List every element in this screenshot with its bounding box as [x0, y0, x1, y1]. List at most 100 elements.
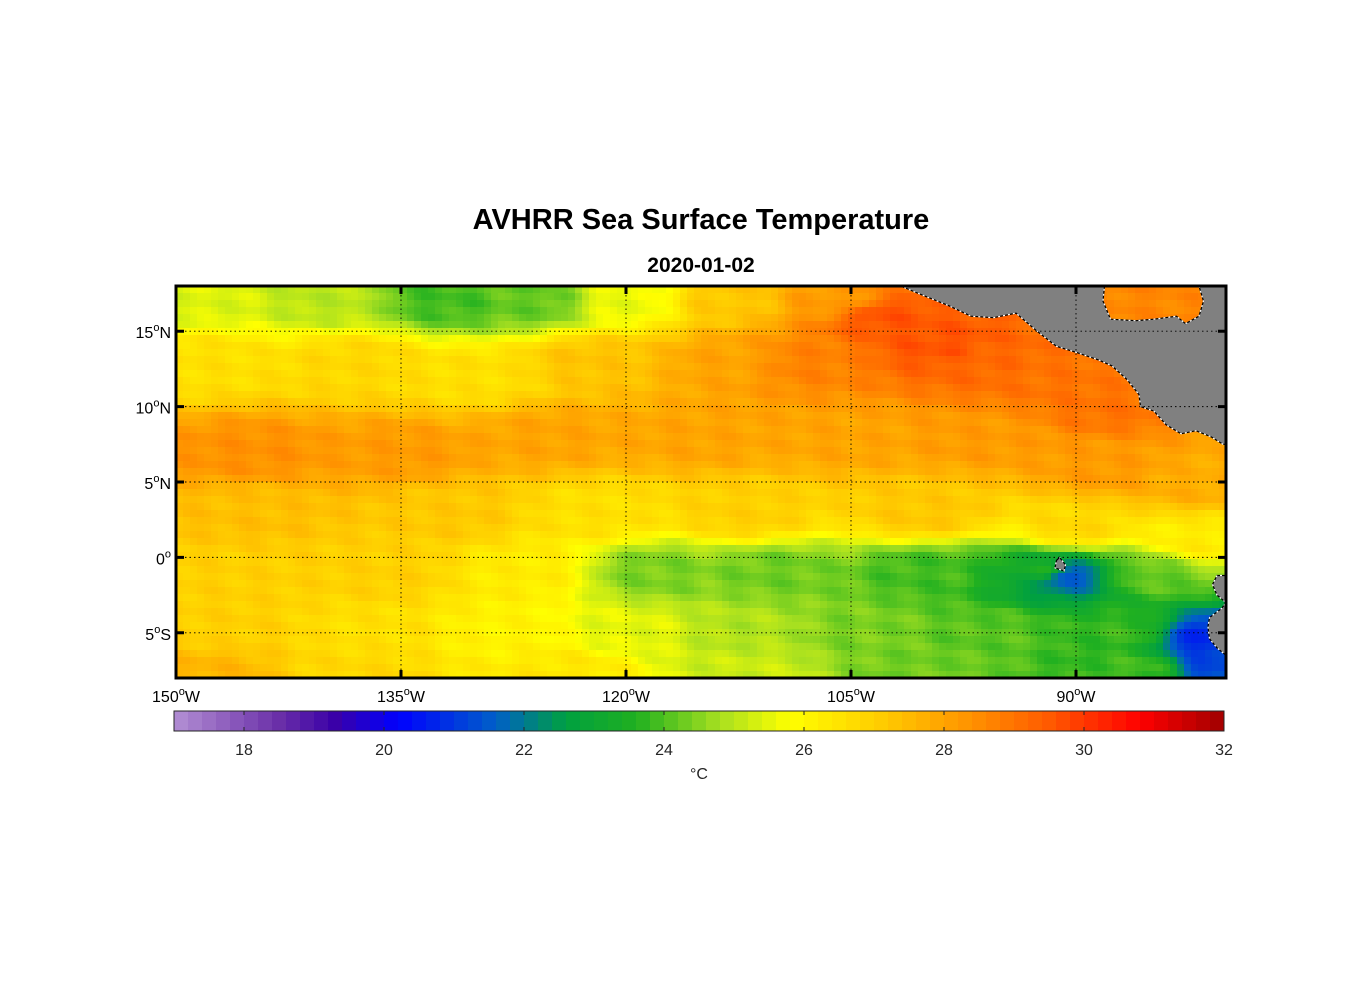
colorbar: 18 20 22 24 26 28 30 32 °C: [173, 710, 1233, 783]
colorbar-segment: [188, 711, 203, 731]
colorbar-segment: [1182, 711, 1197, 731]
colorbar-segment: [398, 711, 413, 731]
colorbar-tick-label: 18: [235, 742, 253, 759]
colorbar-segment: [720, 711, 735, 731]
colorbar-segment: [1056, 711, 1071, 731]
colorbar-segment: [314, 711, 329, 731]
colorbar-frame: [173, 710, 1225, 732]
colorbar-segment: [202, 711, 217, 731]
colorbar-segment: [650, 711, 665, 731]
colorbar-tick-label: 20: [375, 742, 393, 759]
lon-tick-label: 120oW: [602, 686, 651, 706]
colorbar-segment: [818, 711, 833, 731]
map-tick-marks: [174, 286, 1226, 678]
lat-tick-label: 5oN: [144, 473, 171, 493]
colorbar-segment: [986, 711, 1001, 731]
colorbar-segment: [482, 711, 497, 731]
colorbar-segment: [440, 711, 455, 731]
colorbar-segment: [664, 711, 679, 731]
colorbar-segment: [258, 711, 273, 731]
colorbar-segment: [1028, 711, 1043, 731]
colorbar-segment: [972, 711, 987, 731]
colorbar-segment: [916, 711, 931, 731]
colorbar-segment: [272, 711, 287, 731]
colorbar-segment: [580, 711, 595, 731]
colorbar-segment: [888, 711, 903, 731]
lat-tick-label: 0o: [156, 548, 171, 568]
colorbar-segment: [706, 711, 721, 731]
colorbar-segment: [608, 711, 623, 731]
colorbar-segment: [1210, 711, 1225, 731]
colorbar-tick-label: 22: [515, 742, 533, 759]
colorbar-segment: [846, 711, 861, 731]
colorbar-segment: [790, 711, 805, 731]
colorbar-segment: [384, 711, 399, 731]
lon-tick-label: 90oW: [1056, 686, 1096, 706]
colorbar-segment: [1014, 711, 1029, 731]
colorbar-segment: [1140, 711, 1155, 731]
land-layer: [900, 286, 1226, 657]
colorbar-segment: [636, 711, 651, 731]
colorbar-segment: [244, 711, 259, 731]
colorbar-segment: [1154, 711, 1169, 731]
lat-tick-label: 10oN: [136, 398, 171, 418]
lon-tick-labels: 150oW 135oW 120oW 105oW 90oW: [152, 686, 1096, 706]
colorbar-segment: [874, 711, 889, 731]
colorbar-segment: [412, 711, 427, 731]
colorbar-segment: [734, 711, 749, 731]
colorbar-segment: [1168, 711, 1183, 731]
colorbar-segment: [538, 711, 553, 731]
colorbar-segment: [342, 711, 357, 731]
colorbar-segment: [762, 711, 777, 731]
colorbar-tick-label: 28: [935, 742, 953, 759]
colorbar-segment: [1098, 711, 1113, 731]
colorbar-segment: [622, 711, 637, 731]
colorbar-segment: [524, 711, 539, 731]
colorbar-segment: [216, 711, 231, 731]
colorbar-segment: [860, 711, 875, 731]
colorbar-segment: [930, 711, 945, 731]
colorbar-segment: [300, 711, 315, 731]
colorbar-segment: [566, 711, 581, 731]
colorbar-segment: [454, 711, 469, 731]
map-subtitle: 2020-01-02: [647, 254, 755, 277]
colorbar-segment: [776, 711, 791, 731]
colorbar-segment: [692, 711, 707, 731]
colorbar-segment: [748, 711, 763, 731]
colorbar-segment: [468, 711, 483, 731]
colorbar-segment: [1000, 711, 1015, 731]
colorbar-segment: [356, 711, 371, 731]
lat-tick-labels: 15oN 10oN 5oN 0o 5oS: [136, 322, 171, 644]
colorbar-segment: [1196, 711, 1211, 731]
colorbar-tick-label: 30: [1075, 742, 1093, 759]
colorbar-segment: [832, 711, 847, 731]
colorbar-segment: [678, 711, 693, 731]
colorbar-segment: [510, 711, 525, 731]
colorbar-segment: [174, 711, 189, 731]
colorbar-segment: [944, 711, 959, 731]
colorbar-segment: [496, 711, 511, 731]
colorbar-segment: [1070, 711, 1085, 731]
colorbar-segment: [230, 711, 245, 731]
lon-tick-label: 150oW: [152, 686, 201, 706]
colorbar-segment: [958, 711, 973, 731]
colorbar-segment: [594, 711, 609, 731]
lat-tick-label: 15oN: [136, 322, 171, 342]
colorbar-segment: [1084, 711, 1099, 731]
colorbar-segment: [552, 711, 567, 731]
lon-tick-label: 105oW: [827, 686, 876, 706]
colorbar-unit-label: °C: [690, 766, 708, 783]
colorbar-segment: [286, 711, 301, 731]
map-title: AVHRR Sea Surface Temperature: [472, 204, 930, 236]
lat-tick-label: 5oS: [145, 624, 171, 644]
colorbar-tick-label: 24: [655, 742, 673, 759]
colorbar-segment: [1042, 711, 1057, 731]
colorbar-segment: [902, 711, 917, 731]
colorbar-segment: [804, 711, 819, 731]
lon-tick-label: 135oW: [377, 686, 426, 706]
colorbar-tick-label: 26: [795, 742, 813, 759]
colorbar-tick-label: 32: [1215, 742, 1233, 759]
colorbar-segment: [370, 711, 385, 731]
colorbar-segment: [426, 711, 441, 731]
